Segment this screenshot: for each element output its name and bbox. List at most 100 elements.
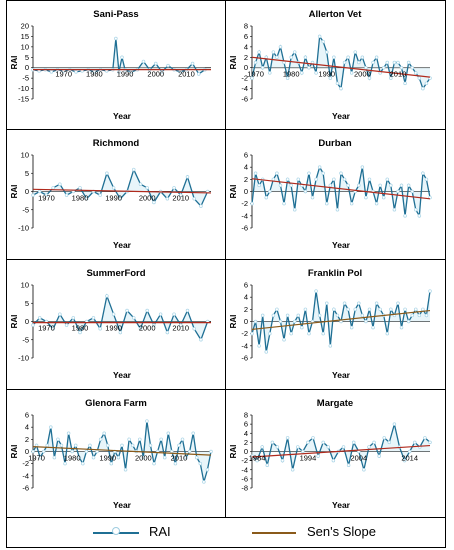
rai-point	[205, 467, 210, 472]
rai-point	[120, 443, 124, 448]
x-tick-label: 1990	[117, 70, 134, 79]
x-tick-label: 1970	[247, 70, 264, 79]
grid-divider-row-3	[7, 389, 445, 390]
legend-rai-marker	[112, 527, 120, 535]
rai-point	[381, 65, 386, 70]
y-tick-label: 0	[244, 63, 248, 72]
rai-point	[70, 449, 74, 454]
rai-point	[152, 461, 156, 466]
rai-point	[357, 301, 361, 305]
rai-point	[41, 449, 46, 454]
rai-point	[145, 308, 149, 313]
rai-point	[173, 461, 178, 466]
grid-divider-row-2	[7, 259, 445, 260]
rai-point	[399, 183, 404, 188]
chart-panel-franklin-pol: Franklin Pol 6 4 2 0 -2 -4 -6 RAI Year	[226, 260, 444, 388]
x-tick-label: 2000	[147, 70, 164, 79]
y-tick-label: 4	[244, 429, 248, 438]
rai-point	[187, 449, 192, 454]
x-tick-label: 1980	[283, 70, 300, 79]
rai-point	[190, 61, 195, 66]
rai-point	[353, 50, 357, 54]
sens-slope-line-allerton-vet	[251, 56, 431, 78]
rai-point	[296, 177, 301, 182]
rai-point	[271, 177, 276, 182]
rai-point	[307, 65, 311, 70]
chart-title-summerford: SummerFord	[86, 268, 145, 279]
rai-point	[51, 327, 55, 331]
rai-point	[106, 443, 110, 448]
y-tick-label: -4	[241, 84, 248, 93]
rai-point	[199, 204, 203, 208]
rai-point	[353, 307, 357, 312]
x-tick-label: 2010	[178, 70, 195, 79]
y-tick-label: -2	[241, 74, 248, 83]
rai-point	[399, 325, 404, 330]
rai-point	[154, 61, 158, 66]
rai-point	[300, 325, 304, 330]
x-tick-label: 1970	[28, 454, 45, 463]
rai-point	[78, 330, 82, 335]
rai-point	[414, 71, 418, 75]
rai-point	[278, 183, 283, 188]
rai-point	[378, 307, 382, 312]
x-axis-label-glenora-farm: Year	[113, 500, 132, 510]
rai-point	[399, 65, 404, 70]
sens-slope-line-richmond	[32, 188, 212, 194]
rai-point	[406, 183, 411, 188]
rai-point	[31, 323, 35, 327]
rai-point	[178, 70, 183, 74]
legend: RAI Sen's Slope	[6, 518, 446, 548]
rai-point	[184, 455, 188, 460]
y-tick-label: 10	[21, 151, 29, 160]
x-tick-label: 2010	[390, 70, 407, 79]
y-tick-label: 0	[25, 447, 29, 456]
rai-point	[49, 70, 54, 74]
rai-point	[392, 422, 397, 426]
rai-point	[268, 189, 272, 194]
rai-point	[180, 437, 185, 442]
rai-point	[275, 307, 279, 312]
y-tick-label: 6	[244, 32, 248, 41]
rai-point	[138, 182, 143, 186]
rai-point	[132, 167, 136, 172]
rai-point	[389, 307, 393, 312]
rai-point	[377, 454, 381, 458]
rai-point	[342, 301, 347, 305]
rai-point	[381, 195, 386, 200]
y-axis-label-franklin-pol: RAI	[229, 315, 238, 329]
x-tick-label: 1970	[38, 324, 55, 333]
rai-point	[378, 183, 382, 188]
y-tick-label: -6	[241, 95, 248, 104]
rai-point	[423, 436, 427, 440]
chart-title-richmond: Richmond	[93, 138, 140, 149]
rai-point	[31, 449, 35, 454]
rai-point	[371, 60, 375, 65]
rai-point	[406, 60, 411, 65]
x-tick-label: 1990	[105, 324, 122, 333]
y-tick-label: 5	[25, 169, 29, 178]
rai-point	[111, 312, 116, 316]
rai-point	[424, 81, 429, 86]
rai-point	[84, 197, 89, 201]
rai-point	[414, 307, 418, 312]
rai-point	[125, 308, 129, 313]
rai-point	[209, 449, 213, 454]
rai-point	[367, 177, 372, 182]
rai-point	[192, 327, 196, 331]
rai-point	[367, 76, 372, 80]
rai-point	[268, 71, 272, 75]
rai-point	[81, 461, 85, 466]
sens-slope-line-glenora-farm	[32, 446, 212, 456]
y-tick-label: -4	[22, 471, 29, 480]
rai-point	[253, 319, 258, 324]
rai-point	[296, 445, 300, 449]
rai-point	[195, 455, 199, 460]
rai-point	[38, 455, 42, 460]
rai-point	[410, 189, 414, 194]
rai-point	[374, 301, 379, 305]
rai-point	[199, 337, 203, 342]
rai-point	[66, 431, 71, 435]
x-tick-label: 1970	[38, 194, 55, 203]
